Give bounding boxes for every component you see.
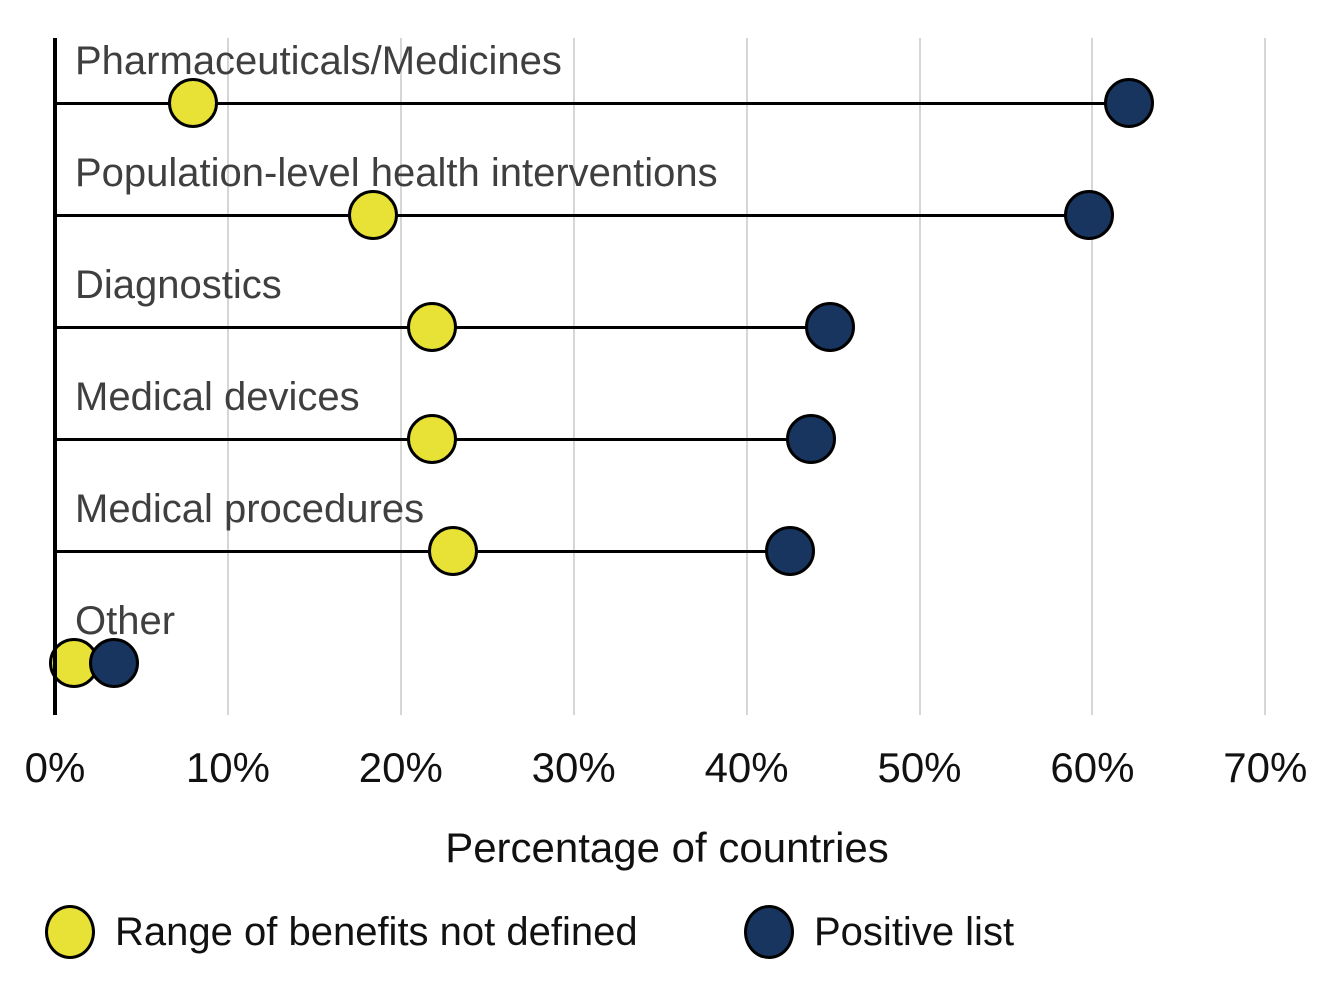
dot-range-not-defined [406, 302, 457, 352]
dot-positive-list [785, 414, 836, 464]
category-label: Other [75, 599, 176, 643]
plot-area: Pharmaceuticals/Medicines Population-lev… [49, 38, 1302, 715]
legend: Range of benefits not defined Positive l… [0, 902, 1334, 962]
x-tick-label: 70% [1223, 744, 1308, 791]
legend-label: Positive list [814, 909, 1015, 954]
dot-positive-list [1063, 190, 1114, 240]
gridline [1091, 38, 1094, 715]
dot-positive-list [88, 638, 139, 688]
legend-item-range-not-defined: Range of benefits not defined [45, 902, 638, 962]
legend-marker-yellow-icon [45, 905, 95, 959]
category-label: Medical devices [75, 375, 360, 419]
dot-positive-list [1103, 78, 1154, 128]
x-axis-title: Percentage of countries [445, 824, 889, 871]
gridline [1264, 38, 1267, 715]
dot-positive-list [804, 302, 855, 352]
x-tick-label: 40% [704, 744, 789, 791]
gridline [399, 38, 402, 715]
x-tick-label: 20% [358, 744, 443, 791]
gridline [226, 38, 229, 715]
dot-positive-list [764, 526, 815, 576]
x-tick-label: 50% [877, 744, 962, 791]
gridline [918, 38, 921, 715]
dot-range-not-defined [427, 526, 478, 576]
legend-label: Range of benefits not defined [115, 909, 638, 954]
gridline [745, 38, 748, 715]
dot-range-not-defined [348, 190, 399, 240]
x-tick-label: 10% [185, 744, 270, 791]
category-label: Medical procedures [75, 487, 425, 531]
stem-line [55, 550, 790, 553]
legend-marker-navy-icon [744, 905, 794, 959]
gridline [572, 38, 575, 715]
category-label: Population-level health interventions [75, 151, 718, 195]
dot-range-not-defined [406, 414, 457, 464]
stem-line [55, 214, 1089, 217]
x-axis-ticks: 0% 10% 20% 30% 40% 50% 60% 70% [0, 744, 1334, 794]
category-label: Diagnostics [75, 263, 282, 307]
legend-item-positive-list: Positive list [744, 902, 1014, 962]
y-axis-line [53, 38, 57, 715]
x-tick-label: 0% [24, 744, 86, 791]
dot-range-not-defined [168, 78, 219, 128]
x-tick-label: 60% [1050, 744, 1135, 791]
x-tick-label: 30% [531, 744, 616, 791]
category-label: Pharmaceuticals/Medicines [75, 39, 562, 83]
stem-line [55, 102, 1129, 105]
